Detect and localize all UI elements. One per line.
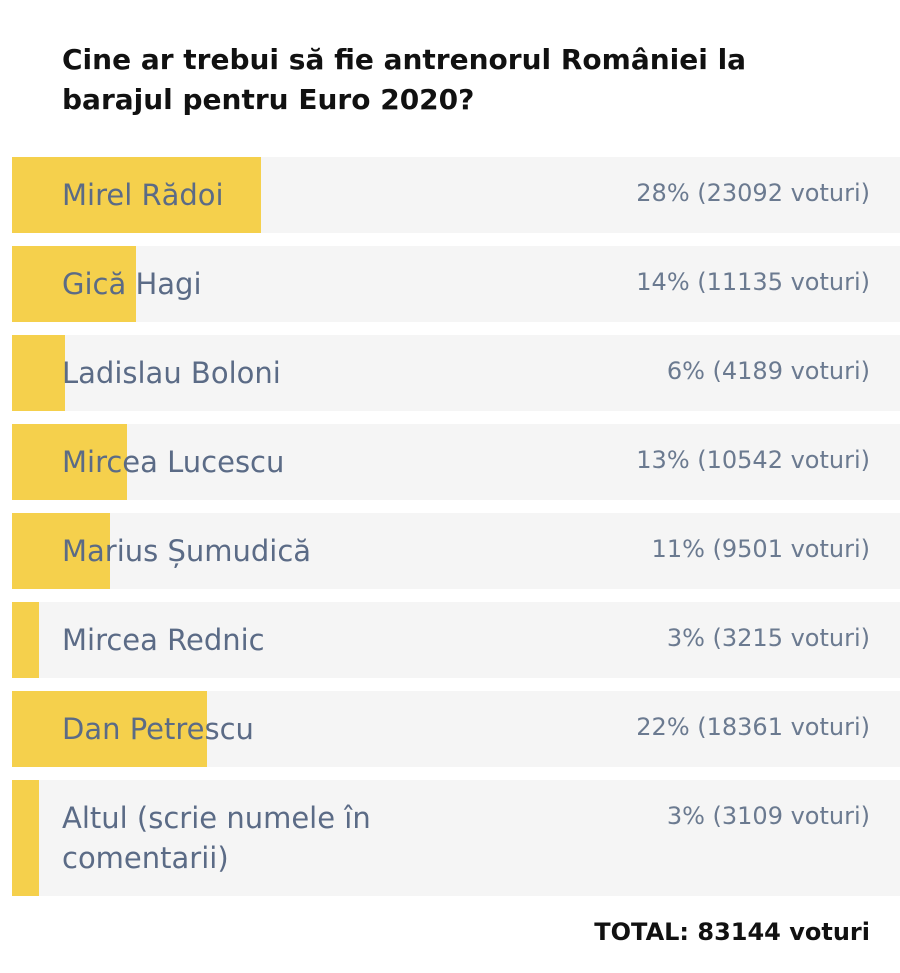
option-result: 3% (3109 voturi) (666, 802, 870, 830)
result-bar (12, 246, 137, 322)
result-bar (12, 157, 261, 233)
option-result: 14% (11135 voturi) (636, 268, 870, 296)
option-result: 22% (18361 voturi) (636, 713, 870, 741)
option-name: Altul (scrie numele în comentarii) (62, 801, 371, 875)
poll-option: Marius Șumudică 11% (9501 voturi) (12, 513, 900, 589)
option-name: Marius Șumudică (62, 534, 312, 568)
option-result: 28% (23092 voturi) (636, 179, 870, 207)
result-bar (12, 513, 110, 589)
result-bar (12, 691, 208, 767)
poll-option: Mircea Rednic 3% (3215 voturi) (12, 602, 900, 678)
poll-option: Mirel Rădoi 28% (23092 voturi) (12, 157, 900, 233)
poll-title: Cine ar trebui să fie antrenorul Românie… (62, 43, 747, 116)
poll-option: Dan Petrescu 22% (18361 voturi) (12, 691, 900, 767)
poll-option: Mircea Lucescu 13% (10542 voturi) (12, 424, 900, 500)
option-result: 3% (3215 voturi) (666, 624, 870, 652)
result-bar (12, 602, 39, 678)
total-votes: TOTAL: 83144 voturi (594, 918, 870, 946)
option-name: Mircea Lucescu (62, 445, 285, 479)
option-name: Mircea Rednic (62, 623, 265, 657)
option-result: 13% (10542 voturi) (636, 446, 870, 474)
option-name: Ladislau Boloni (62, 356, 281, 390)
option-name: Dan Petrescu (62, 712, 254, 746)
result-bar (12, 335, 66, 411)
poll-options: Mirel Rădoi 28% (23092 voturi) Gică Hagi 14… (12, 157, 900, 909)
option-name: Mirel Rădoi (62, 178, 224, 212)
option-result: 11% (9501 voturi) (651, 535, 870, 563)
poll-option: Gică Hagi 14% (11135 voturi) (12, 246, 900, 322)
poll-option: Ladislau Boloni 6% (4189 voturi) (12, 335, 900, 411)
option-name: Gică Hagi (62, 267, 202, 301)
poll-option: Altul (scrie numele în comentarii) 3% (31… (12, 780, 900, 896)
result-bar (12, 424, 128, 500)
option-result: 6% (4189 voturi) (666, 357, 870, 385)
result-bar (12, 780, 39, 896)
